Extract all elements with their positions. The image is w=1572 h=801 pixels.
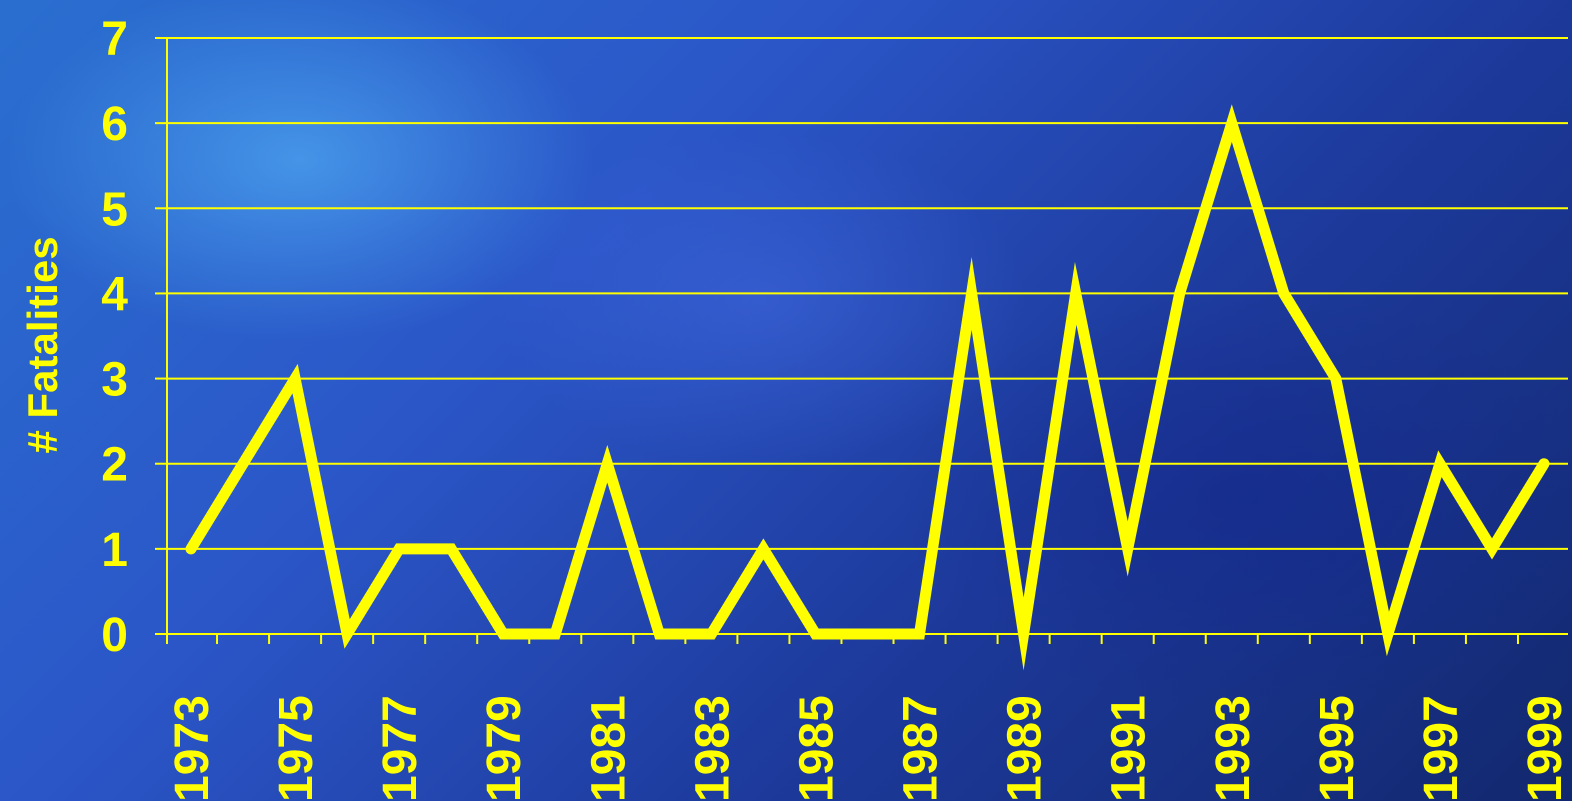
data-point <box>398 548 400 550</box>
data-point <box>1231 122 1233 124</box>
data-point <box>606 463 608 465</box>
y-tick-label: 0 <box>101 609 128 662</box>
data-point <box>762 548 764 550</box>
data-point <box>1439 463 1441 465</box>
x-tick-label: 1981 <box>582 695 635 801</box>
data-point <box>814 633 816 635</box>
y-tick-label: 1 <box>101 524 128 577</box>
x-tick-label: 1977 <box>374 695 427 801</box>
data-point <box>242 463 244 465</box>
x-tick-label: 1995 <box>1311 695 1364 801</box>
data-point <box>1387 633 1389 635</box>
data-point <box>1023 633 1025 635</box>
data-point <box>554 633 556 635</box>
gridlines <box>167 37 1568 550</box>
y-tick-label: 3 <box>101 354 128 407</box>
data-point <box>919 633 921 635</box>
y-tick-label: 4 <box>101 268 128 321</box>
y-axis-label: # Fatalities <box>19 236 66 453</box>
data-point <box>346 633 348 635</box>
data-point <box>867 633 868 635</box>
data-point <box>450 548 452 550</box>
data-point <box>502 633 504 635</box>
data-point <box>190 548 192 550</box>
data-point <box>658 633 660 635</box>
data-point <box>294 378 296 380</box>
x-tick-label: 1975 <box>270 695 323 801</box>
data-point <box>710 633 712 635</box>
x-tick-label: 1973 <box>166 695 219 801</box>
x-tick-label: 1979 <box>478 695 531 801</box>
data-point <box>1543 463 1545 465</box>
data-point <box>1179 292 1181 294</box>
data-point <box>1127 548 1129 550</box>
series-layer <box>185 104 1550 671</box>
x-tick-label: 1991 <box>1103 695 1156 801</box>
x-tick-label: 1989 <box>999 695 1052 801</box>
x-tick-label: 1987 <box>895 695 948 801</box>
y-tick-labels: 0 1 2 3 4 5 6 7 <box>101 13 128 662</box>
y-tick-label: 2 <box>101 439 128 492</box>
x-tick-label: 1983 <box>686 695 739 801</box>
data-point <box>1075 292 1077 294</box>
data-point <box>1335 378 1337 380</box>
x-tick-label: 1999 <box>1519 695 1572 801</box>
x-tick-label: 1997 <box>1415 695 1468 801</box>
axes <box>155 37 1568 644</box>
data-point <box>1283 292 1285 294</box>
x-tick-label: 1985 <box>790 695 843 801</box>
y-tick-label: 5 <box>101 183 128 236</box>
y-tick-label: 7 <box>101 13 128 66</box>
x-tick-labels: 1973 1975 1977 1979 1981 1983 1985 1987 1989 1991… <box>166 695 1572 801</box>
x-tick-label: 1993 <box>1207 695 1260 801</box>
data-point <box>1491 548 1493 550</box>
data-point <box>971 292 973 294</box>
y-tick-label: 6 <box>101 98 128 151</box>
